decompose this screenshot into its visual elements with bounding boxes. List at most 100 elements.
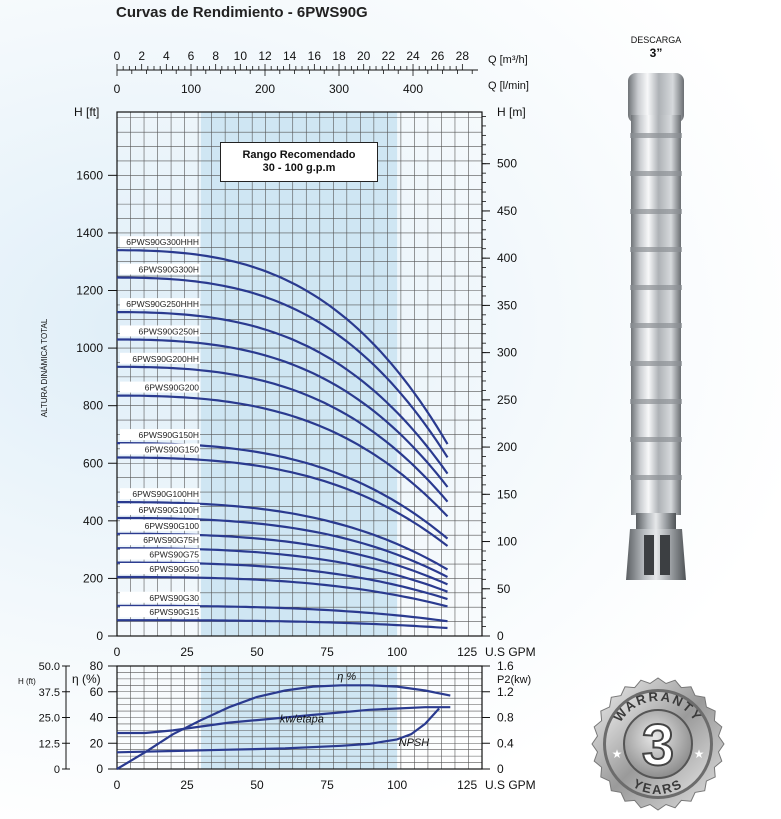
curve-label: 6PWS90G100	[145, 521, 200, 531]
top-axis-m3h-label: 28	[456, 49, 470, 63]
badge-number: 3	[642, 713, 674, 778]
top-axis-lmin-title: Q [l/min]	[488, 80, 529, 92]
p2-tick-label: 0	[497, 762, 504, 776]
top-axis-lmin-label: 200	[255, 82, 275, 96]
y-left-tick-label: 1200	[76, 284, 103, 298]
flow-axes-top: 0 2 4 6 8 10 12 14 16 18 20 22 24 26 280 100 200 300 400Q …	[114, 49, 529, 96]
pump-ring	[630, 247, 682, 252]
top-axis-lmin-label: 100	[181, 82, 201, 96]
svg-text:YEARS: YEARS	[631, 776, 686, 797]
curve-label-bg	[120, 562, 200, 574]
h-ft-tick-label: 12.5	[39, 738, 60, 750]
curve-label-bg	[120, 519, 200, 531]
x-tick-label: 0	[114, 645, 121, 659]
pump-ring	[630, 399, 682, 404]
h-ft-tick-label: 50.0	[39, 661, 60, 673]
pump-ring	[630, 361, 682, 366]
pump-ring	[630, 323, 682, 328]
head-curve-line	[117, 365, 449, 503]
x-axis-label: U.S GPM	[485, 778, 536, 792]
y-right-tick-label: 50	[497, 582, 511, 596]
curve-label-bg	[120, 534, 200, 546]
pump-image: DESCARGA 3”	[606, 35, 706, 595]
head-curve-line	[117, 561, 448, 601]
curve-label-bg	[120, 429, 200, 441]
y-left-tick-label: 1600	[76, 168, 103, 182]
top-axis-m3h-label: 26	[431, 49, 445, 63]
head-curve-line	[116, 276, 449, 458]
curve-label-bg	[120, 352, 200, 364]
head-curve-line	[117, 338, 449, 488]
top-axis-m3h-label: 16	[308, 49, 322, 63]
curve-label: 6PWS90G200HH	[132, 354, 199, 364]
y-right-tick-label: 300	[497, 346, 517, 360]
top-axis-m3h-label: 10	[234, 49, 248, 63]
curve-label: 6PWS90G200	[145, 383, 200, 393]
eta-axis-label: η (%)	[72, 672, 101, 686]
curve-label-bg	[120, 548, 200, 560]
top-axis-lmin-label: 0	[114, 82, 121, 96]
curve-label-bg	[120, 443, 200, 455]
badge-bottom-text: YEARS	[631, 776, 684, 797]
y-left-tick-label: 600	[83, 456, 103, 470]
recommended-range-values: 30 - 100 g.p.m	[262, 162, 336, 174]
warranty-badge: WARRANTY YEARS 3 ★ ★	[590, 672, 726, 812]
curve-label: 6PWS90G250HHH	[126, 299, 199, 309]
head-curve-line	[117, 311, 449, 475]
x-tick-label: 25	[180, 645, 194, 659]
top-axis-m3h-title: Q [m³/h]	[488, 54, 528, 66]
head-curve-line	[117, 604, 448, 623]
p2-tick-label: 1.6	[497, 659, 514, 673]
curve-label: 6PWS90G75H	[143, 535, 199, 545]
perf-curve-label: η %	[337, 671, 356, 683]
recommended-range-title: Rango Recomendado	[242, 149, 356, 161]
head-curve-line	[117, 516, 449, 578]
y-right-tick-label: 400	[497, 251, 517, 265]
eta-tick-label: 60	[90, 685, 104, 699]
head-curve-line	[117, 394, 449, 518]
head-curve-line	[117, 575, 448, 608]
x-tick-label: 100	[387, 778, 407, 792]
x-tick-label: 0	[114, 778, 121, 792]
curve-label-bg	[120, 381, 200, 393]
y-right-axis-label: H [m]	[497, 105, 526, 119]
curve-label-bg	[120, 325, 200, 337]
y-left-tick-label: 1000	[76, 341, 103, 355]
efficiency-power-plot: 0 20 40 60 80η (%) 0 12.5 25.0 37.5 50.0H (ft) 0 0.…	[18, 659, 536, 792]
curve-label: 6PWS90G50	[149, 564, 199, 574]
chart-title: Curvas de Rendimiento - 6PWS90G	[116, 4, 368, 21]
curve-label: 6PWS90G300HHH	[126, 237, 199, 247]
curve-label-bg	[120, 606, 200, 618]
curve-label: 6PWS90G75	[149, 550, 199, 560]
y-left-tick-label: 200	[83, 571, 103, 585]
curve-label: 6PWS90G300H	[139, 265, 199, 275]
x-tick-label: 25	[180, 778, 194, 792]
eta-tick-label: 0	[96, 762, 103, 776]
y-left-axis-label: H [ft]	[74, 105, 99, 119]
perf-curve-line	[116, 684, 451, 770]
curve-label-bg	[120, 488, 200, 500]
top-axis-m3h-label: 20	[357, 49, 371, 63]
y-right-tick-label: 350	[497, 298, 517, 312]
h-ft-tick-label: 37.5	[39, 687, 60, 699]
top-axis-m3h-label: 22	[382, 49, 396, 63]
curve-label-bg	[120, 236, 200, 248]
pump-ring	[630, 209, 682, 214]
h-ft-tick-label: 0	[54, 764, 60, 776]
pump-drawing	[626, 73, 686, 580]
eta-tick-label: 40	[90, 711, 104, 725]
top-axis-m3h-label: 4	[163, 49, 170, 63]
curve-label: 6PWS90G100H	[139, 505, 199, 515]
perf-curve-line	[117, 706, 451, 735]
y-right-tick-label: 450	[497, 204, 517, 218]
h-ft-tick-label: 25.0	[39, 713, 60, 725]
y-right-tick-label: 150	[497, 487, 517, 501]
top-axis-lmin-label: 300	[329, 82, 349, 96]
eta-tick-label: 20	[90, 736, 104, 750]
y-right-tick-label: 0	[497, 629, 504, 643]
p2-axis-label: P2(kw)	[497, 674, 531, 686]
y-left-tick-label: 1400	[76, 226, 103, 240]
curve-label: 6PWS90G150H	[139, 430, 199, 440]
top-axis-lmin-label: 400	[403, 82, 423, 96]
curve-label: 6PWS90G100HH	[132, 489, 199, 499]
